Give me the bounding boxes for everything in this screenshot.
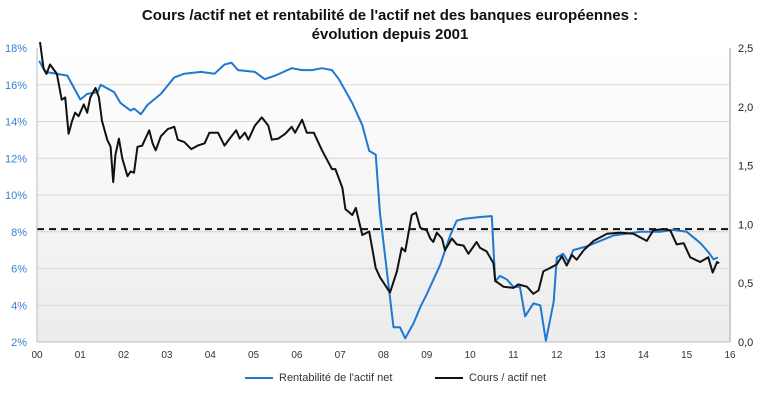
y-left-tick-label: 18% bbox=[5, 43, 27, 55]
x-tick-label: 16 bbox=[724, 350, 736, 361]
y-right-tick-label: 2,5 bbox=[738, 43, 753, 55]
x-tick-label: 04 bbox=[205, 350, 217, 361]
legend-item-rentabilite: Rentabilité de l'actif net bbox=[245, 372, 392, 384]
legend-label: Rentabilité de l'actif net bbox=[279, 372, 393, 384]
y-left-tick-label: 10% bbox=[5, 190, 27, 202]
legend-label: Cours / actif net bbox=[469, 372, 547, 384]
y-right-tick-label: 0,5 bbox=[738, 278, 753, 290]
y-left-tick-label: 4% bbox=[11, 300, 27, 312]
x-tick-label: 13 bbox=[595, 350, 607, 361]
series-line-rentabilite bbox=[38, 60, 719, 342]
y-left-tick-label: 2% bbox=[11, 337, 27, 349]
legend-swatch-black bbox=[435, 377, 463, 379]
x-tick-label: 08 bbox=[378, 350, 390, 361]
x-tick-label: 00 bbox=[31, 350, 43, 361]
x-tick-label: 14 bbox=[638, 350, 650, 361]
y-right-tick-label: 2,0 bbox=[738, 102, 753, 114]
x-tick-label: 06 bbox=[291, 350, 303, 361]
x-tick-label: 03 bbox=[161, 350, 173, 361]
chart-title-line-1: Cours /actif net et rentabilité de l'act… bbox=[141, 7, 639, 24]
chart-title-line-2: évolution depuis 2001 bbox=[311, 26, 469, 43]
x-tick-label: 09 bbox=[421, 350, 433, 361]
x-tick-label: 05 bbox=[248, 350, 260, 361]
y-left-tick-label: 14% bbox=[5, 117, 27, 129]
y-right-tick-label: 0,0 bbox=[738, 337, 753, 349]
x-tick-label: 12 bbox=[551, 350, 563, 361]
x-tick-label: 15 bbox=[681, 350, 693, 361]
x-tick-label: 10 bbox=[465, 350, 477, 361]
x-tick-label: 02 bbox=[118, 350, 130, 361]
series-line-cours bbox=[39, 41, 720, 295]
y-left-tick-label: 12% bbox=[5, 153, 27, 165]
y-right-tick-label: 1,0 bbox=[738, 219, 753, 231]
y-left-tick-label: 8% bbox=[11, 227, 27, 239]
y-left-tick-label: 6% bbox=[11, 264, 27, 276]
legend-swatch-blue bbox=[245, 377, 273, 379]
legend-item-cours: Cours / actif net bbox=[435, 372, 546, 384]
x-tick-label: 07 bbox=[335, 350, 347, 361]
chart-title: Cours /actif net et rentabilité de l'act… bbox=[120, 6, 660, 44]
y-left-tick-label: 16% bbox=[5, 80, 27, 92]
y-right-tick-label: 1,5 bbox=[738, 161, 753, 173]
x-tick-label: 01 bbox=[75, 350, 87, 361]
x-tick-label: 11 bbox=[508, 350, 519, 361]
